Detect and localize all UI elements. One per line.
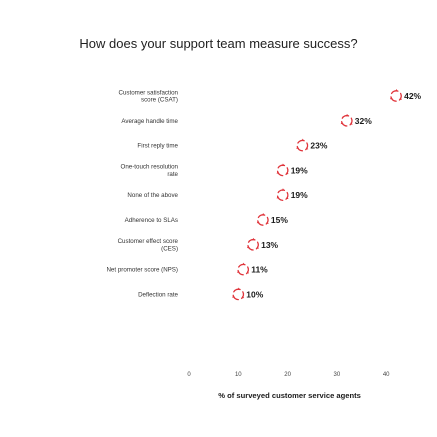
chart-row: Deflection rate 10%: [138, 287, 264, 301]
value-label: 23%: [310, 141, 327, 151]
x-tick-label: 30: [334, 372, 341, 378]
category-label: Net promoter score (NPS): [106, 267, 178, 274]
chart-row: First reply time 23%: [137, 138, 328, 152]
chart-rows: Customer satisfaction score (CSAT) 42% Aver…: [106, 89, 422, 301]
chart-row: Customer satisfaction score (CSAT) 42%: [119, 89, 422, 104]
circular-arrows-icon: [296, 138, 309, 152]
value-label: 19%: [291, 165, 308, 175]
value-label: 13%: [261, 240, 278, 250]
x-tick-label: 20: [284, 372, 291, 378]
chart-row: None of the above 19%: [127, 188, 308, 202]
value-label: 19%: [291, 190, 308, 200]
value-label: 42%: [404, 91, 421, 101]
value-label: 15%: [271, 215, 288, 225]
category-label: Adherence to SLAs: [125, 217, 178, 224]
circular-arrows-icon: [276, 188, 289, 202]
category-label: Customer effect score (CES): [118, 238, 179, 252]
x-axis-title: % of surveyed customer service agents: [218, 391, 361, 400]
chart-title: How does your support team measure succe…: [79, 36, 358, 51]
circular-arrows-icon: [237, 262, 250, 276]
category-label: Deflection rate: [138, 291, 178, 298]
x-tick-label: 0: [187, 372, 191, 378]
value-label: 32%: [355, 116, 372, 126]
category-label: Average handle time: [121, 118, 178, 125]
circular-arrows-icon: [256, 213, 269, 226]
category-label: One-touch resolution rate: [121, 164, 179, 178]
circular-arrows-icon: [276, 163, 289, 177]
category-label: None of the above: [127, 192, 178, 199]
circular-arrows-icon: [246, 237, 260, 251]
category-label: First reply time: [137, 143, 178, 150]
chart-row: Adherence to SLAs 15%: [125, 213, 288, 226]
category-label: Customer satisfaction score (CSAT): [119, 89, 179, 103]
x-axis-ticks: 0 10 20 30 40: [187, 372, 390, 378]
chart-row: One-touch resolution rate 19%: [121, 163, 308, 178]
value-label: 11%: [251, 265, 268, 275]
chart-row: Average handle time 32%: [121, 113, 372, 127]
value-label: 10%: [246, 289, 263, 299]
x-tick-label: 10: [235, 372, 242, 378]
chart-row: Net promoter score (NPS) 11%: [106, 262, 268, 276]
circular-arrows-icon: [232, 287, 245, 301]
chart-row: Customer effect score (CES) 13%: [118, 237, 279, 253]
circular-arrows-icon: [389, 89, 403, 102]
circular-arrows-icon: [340, 113, 353, 127]
x-tick-label: 40: [383, 372, 390, 378]
